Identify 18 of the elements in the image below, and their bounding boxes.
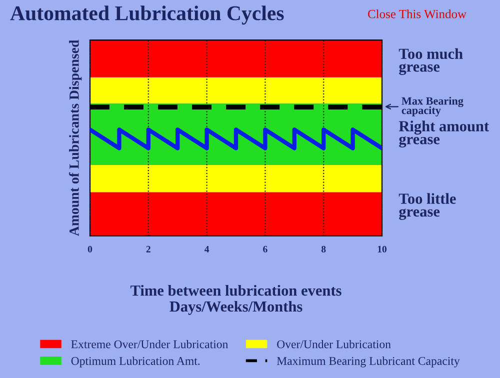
text: Too little grease bbox=[398, 193, 456, 220]
legend-label: Maximum Bearing Lubricant Capacity bbox=[276, 356, 460, 368]
text: Max Bearing capacity bbox=[402, 96, 464, 116]
text: Too much grease bbox=[398, 48, 463, 75]
y-axis-title: Amount of Lubricants Dispensed bbox=[68, 40, 82, 236]
legend-label: Over/Under Lubrication bbox=[277, 340, 391, 348]
x-tick-label: 10 bbox=[378, 246, 386, 252]
x-axis-title: Time between lubrication events Days/Weeks/Months bbox=[130, 284, 342, 315]
x-tick-label: 8 bbox=[321, 246, 326, 252]
x-tick-label: 6 bbox=[263, 246, 268, 252]
x-tick-label: 4 bbox=[204, 246, 210, 252]
text: Right amount grease bbox=[398, 120, 490, 148]
text: Close This Window bbox=[368, 9, 466, 18]
legend-label: Extreme Over/Under Lubrication bbox=[71, 340, 228, 348]
x-tick-label: 0 bbox=[88, 246, 92, 252]
x-tick-label: 2 bbox=[146, 246, 150, 252]
chart-title: Automated Lubrication Cycles bbox=[10, 6, 284, 25]
legend-label: Optimum Lubrication Amt. bbox=[71, 356, 200, 368]
